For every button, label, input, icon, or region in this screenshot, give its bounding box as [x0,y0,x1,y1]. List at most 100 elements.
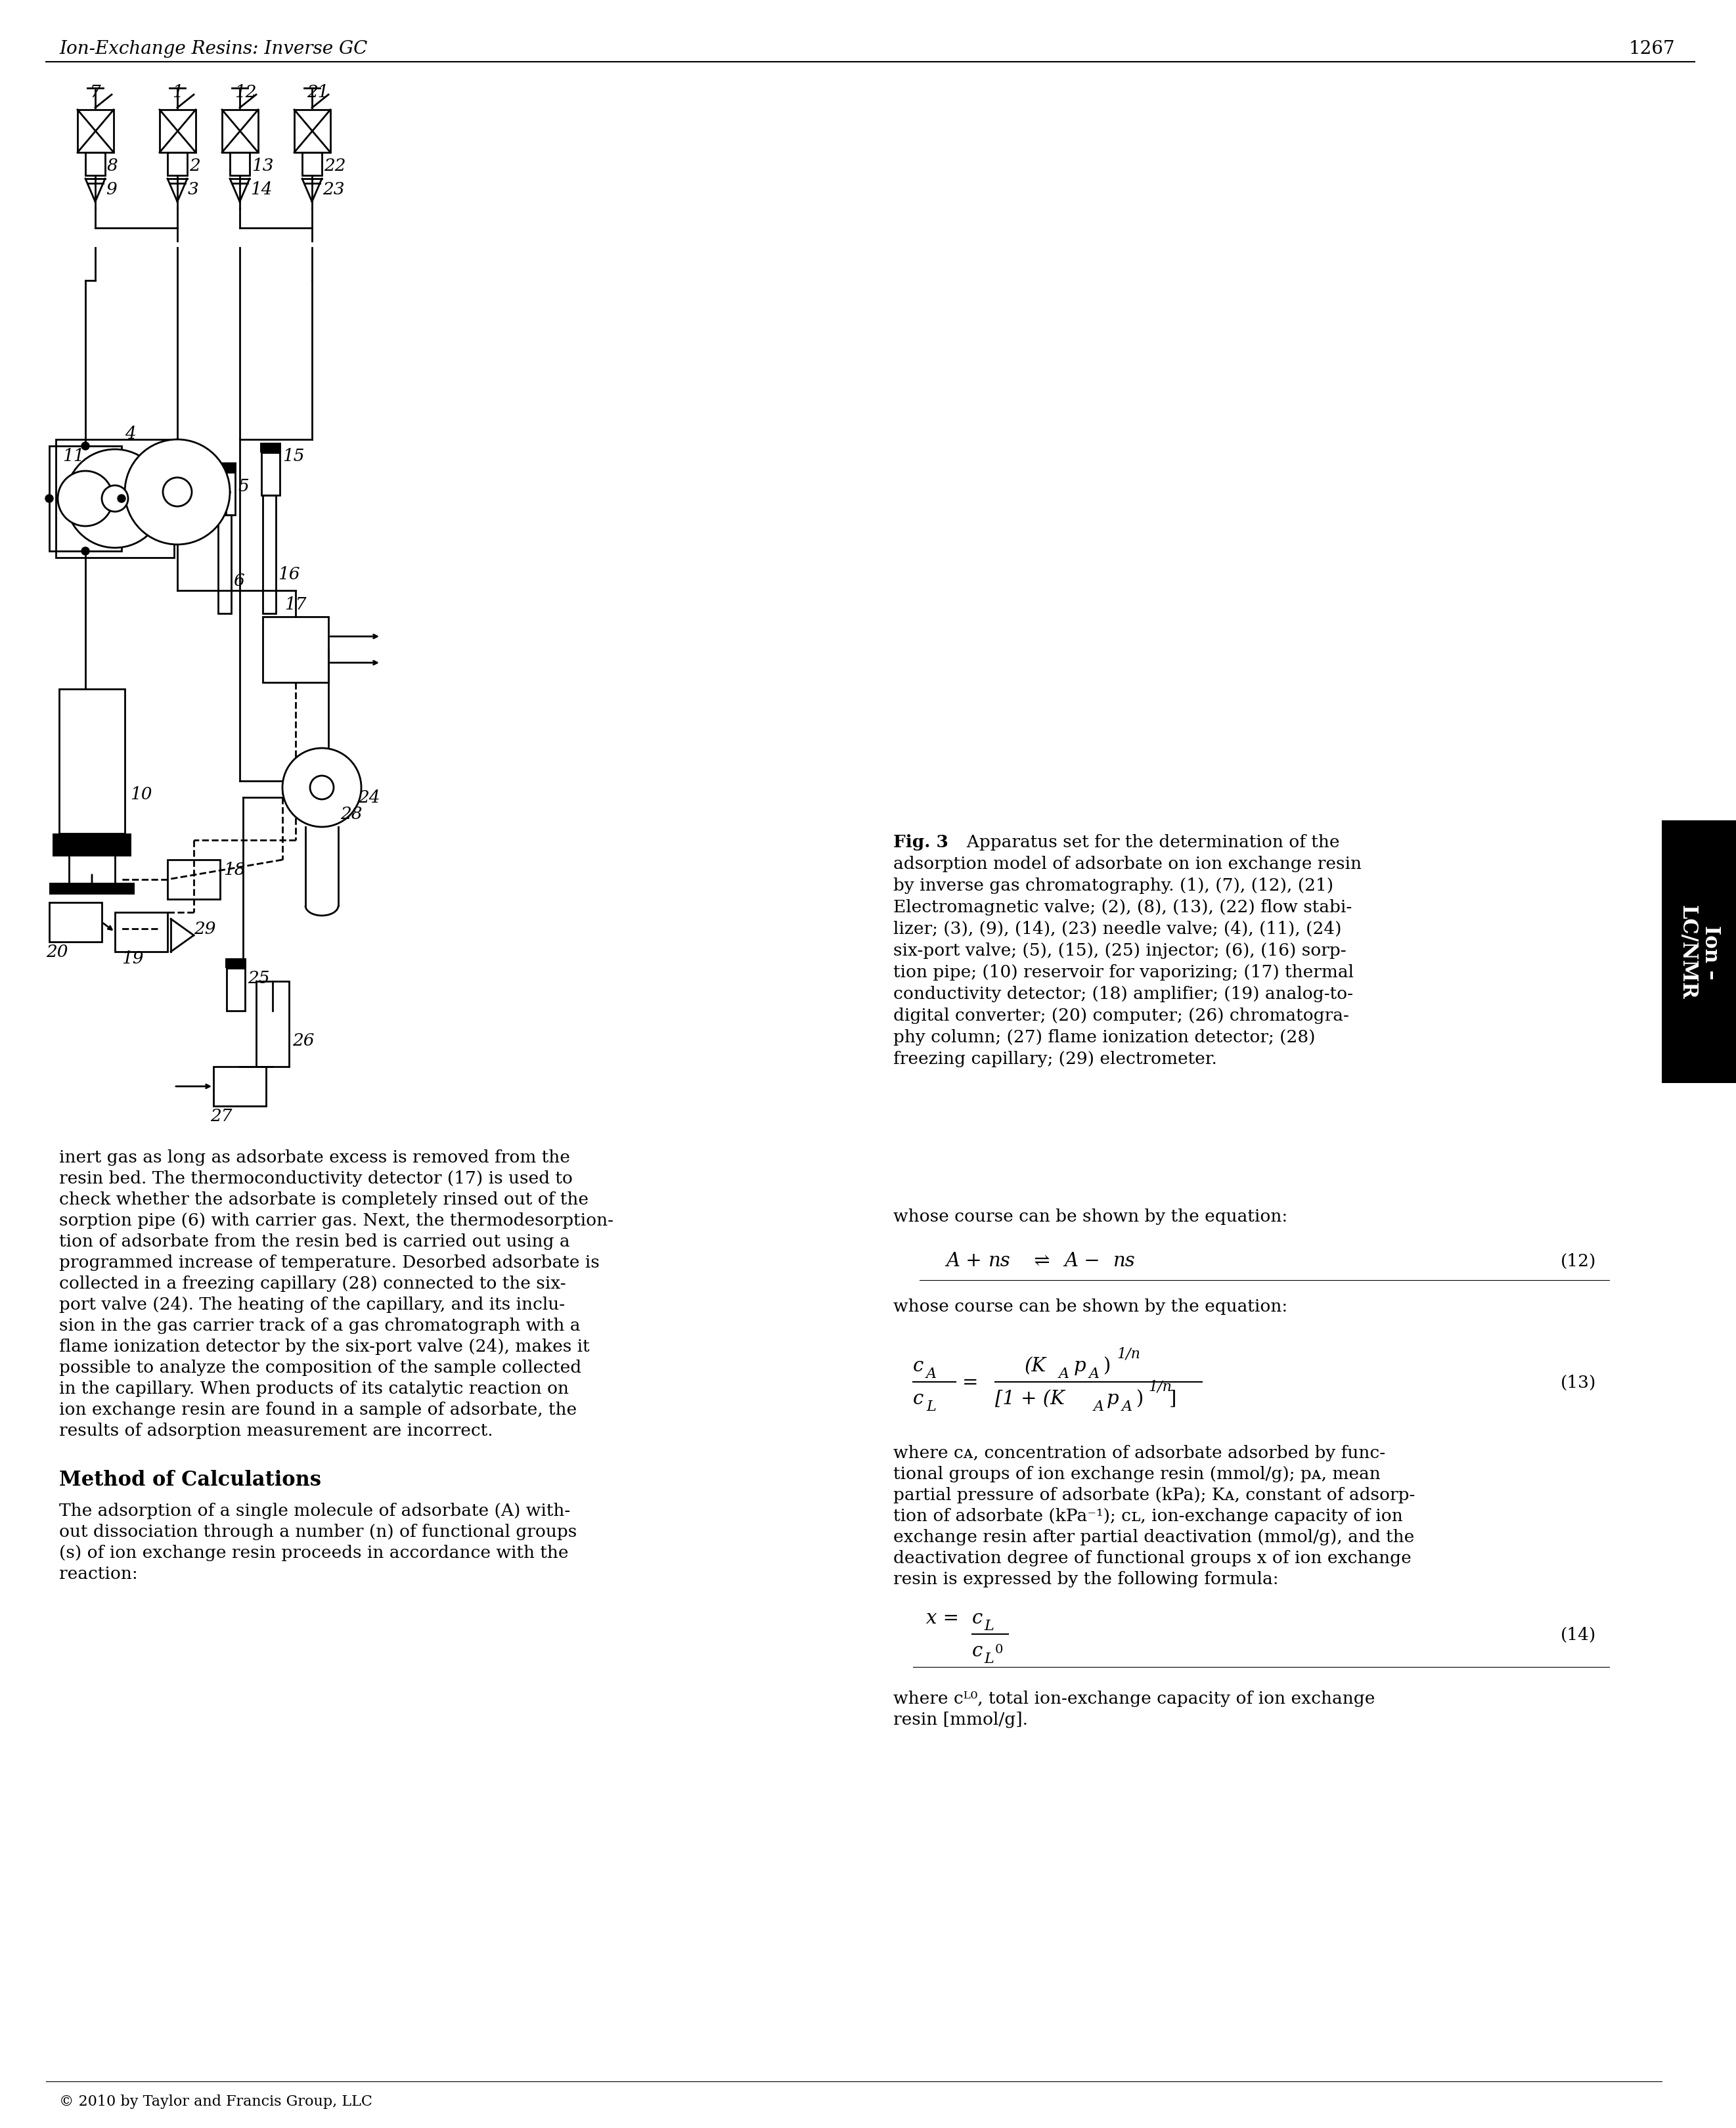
Text: deactivation degree of functional groups x of ion exchange: deactivation degree of functional groups… [894,1549,1411,1566]
Bar [78,111,113,153]
Text: Method of Calculations: Method of Calculations [59,1470,321,1490]
Bar [49,902,102,943]
Text: A: A [1094,1400,1104,1413]
Text: 8: 8 [108,157,118,174]
Text: sorption pipe (6) with carrier gas. Next, the thermodesorption-: sorption pipe (6) with carrier gas. Next… [59,1213,613,1228]
Text: freezing capillary; (29) electrometer.: freezing capillary; (29) electrometer. [894,1051,1217,1066]
Bar [215,464,236,472]
Text: ns: ns [1113,1251,1135,1270]
Text: six-port valve; (5), (15), (25) injector; (6), (16) sorp-: six-port valve; (5), (15), (25) injector… [894,943,1345,958]
Text: in the capillary. When products of its catalytic reaction on: in the capillary. When products of its c… [59,1381,569,1396]
Circle shape [57,472,113,526]
Text: 0: 0 [995,1643,1003,1656]
Text: digital converter; (20) computer; (26) chromatogra-: digital converter; (20) computer; (26) c… [894,1007,1349,1024]
Text: (K: (K [1024,1356,1047,1375]
Bar [262,496,276,613]
Text: 16: 16 [278,566,300,583]
Bar [1661,821,1736,1083]
Text: 22: 22 [325,157,345,174]
Text: 24: 24 [358,789,380,807]
Text: 28: 28 [340,807,363,821]
Text: (s) of ion exchange resin proceeds in accordance with the: (s) of ion exchange resin proceeds in ac… [59,1545,568,1560]
Text: 13: 13 [252,157,274,174]
Text: ⇌: ⇌ [1028,1251,1055,1270]
Text: Fig. 3: Fig. 3 [894,834,948,851]
Bar [262,453,279,496]
Text: 19: 19 [122,951,144,966]
Bar [226,958,247,968]
Text: c: c [972,1641,983,1660]
Bar [262,617,328,683]
Text: L: L [925,1400,936,1413]
Bar [167,860,220,900]
Text: c: c [913,1390,924,1409]
Text: 7: 7 [90,83,101,100]
Bar [59,689,125,834]
Text: (14): (14) [1561,1626,1595,1643]
Text: resin is expressed by the following formula:: resin is expressed by the following form… [894,1570,1279,1587]
Text: resin [mmol/g].: resin [mmol/g]. [894,1711,1028,1728]
Text: collected in a freezing capillary (28) connected to the six-: collected in a freezing capillary (28) c… [59,1275,566,1292]
Text: 15: 15 [283,449,304,464]
Text: 1/n: 1/n [1147,1379,1172,1394]
Text: tion of adsorbate (kPa⁻¹); cʟ, ion-exchange capacity of ion: tion of adsorbate (kPa⁻¹); cʟ, ion-excha… [894,1507,1403,1524]
Text: x =: x = [925,1609,958,1628]
Text: Electromagnetic valve; (2), (8), (13), (22) flow stabi-: Electromagnetic valve; (2), (8), (13), (… [894,898,1352,915]
Text: 10: 10 [130,785,153,802]
Bar [217,472,234,515]
Text: A +: A + [946,1251,988,1270]
Bar [222,111,259,153]
Bar [160,111,196,153]
Text: 26: 26 [292,1032,314,1049]
Bar [52,834,132,847]
Text: 27: 27 [210,1109,233,1124]
Text: p: p [1108,1390,1120,1409]
Text: A: A [1088,1366,1099,1381]
Circle shape [82,547,89,555]
Bar [260,443,281,453]
Text: 2: 2 [189,157,200,174]
Circle shape [163,479,191,506]
Text: whose course can be shown by the equation:: whose course can be shown by the equatio… [894,1209,1288,1224]
Text: tional groups of ion exchange resin (mmol/g); pᴀ, mean: tional groups of ion exchange resin (mmo… [894,1466,1380,1481]
Text: whose course can be shown by the equation:: whose course can be shown by the equatio… [894,1298,1288,1315]
Text: 4: 4 [125,426,135,440]
Text: tion of adsorbate from the resin bed is carried out using a: tion of adsorbate from the resin bed is … [59,1232,569,1249]
Text: (12): (12) [1561,1253,1595,1268]
Text: A −: A − [1064,1251,1106,1270]
Bar [167,153,187,177]
Text: 25: 25 [248,970,269,987]
Bar [49,883,135,896]
Text: 1: 1 [172,83,182,100]
Text: ): ) [1137,1390,1144,1409]
Text: ): ) [1104,1356,1111,1375]
Bar [85,153,106,177]
Text: conductivity detector; (18) amplifier; (19) analog-to-: conductivity detector; (18) amplifier; (… [894,985,1352,1002]
Text: Ion-Exchange Resins: Inverse GC: Ion-Exchange Resins: Inverse GC [59,40,368,57]
Text: port valve (24). The heating of the capillary, and its inclu-: port valve (24). The heating of the capi… [59,1296,564,1313]
Text: 21: 21 [307,83,328,100]
Circle shape [125,440,229,545]
Bar [56,440,174,558]
Text: 18: 18 [224,862,245,879]
Text: 12: 12 [234,83,257,100]
Text: 11: 11 [62,449,85,464]
Text: p: p [1075,1356,1087,1375]
Circle shape [45,496,54,502]
Bar [52,847,132,858]
Text: sion in the gas carrier track of a gas chromatograph with a: sion in the gas carrier track of a gas c… [59,1317,580,1334]
Text: A: A [925,1366,937,1381]
Text: 1267: 1267 [1628,40,1675,57]
Bar [229,153,250,177]
Text: flame ionization detector by the six-port valve (24), makes it: flame ionization detector by the six-por… [59,1339,590,1356]
Text: adsorption model of adsorbate on ion exchange resin: adsorption model of adsorbate on ion exc… [894,855,1361,872]
Text: resin bed. The thermoconductivity detector (17) is used to: resin bed. The thermoconductivity detect… [59,1170,573,1187]
Text: ion exchange resin are found in a sample of adsorbate, the: ion exchange resin are found in a sample… [59,1400,576,1417]
Text: by inverse gas chromatography. (1), (7), (12), (21): by inverse gas chromatography. (1), (7),… [894,877,1333,894]
Text: reaction:: reaction: [59,1566,137,1581]
Text: where cᴸ⁰, total ion-exchange capacity of ion exchange: where cᴸ⁰, total ion-exchange capacity o… [894,1690,1375,1707]
Text: 6: 6 [233,572,245,589]
Text: check whether the adsorbate is completely rinsed out of the: check whether the adsorbate is completel… [59,1192,589,1207]
Text: c: c [972,1609,983,1628]
Text: 17: 17 [285,596,307,613]
